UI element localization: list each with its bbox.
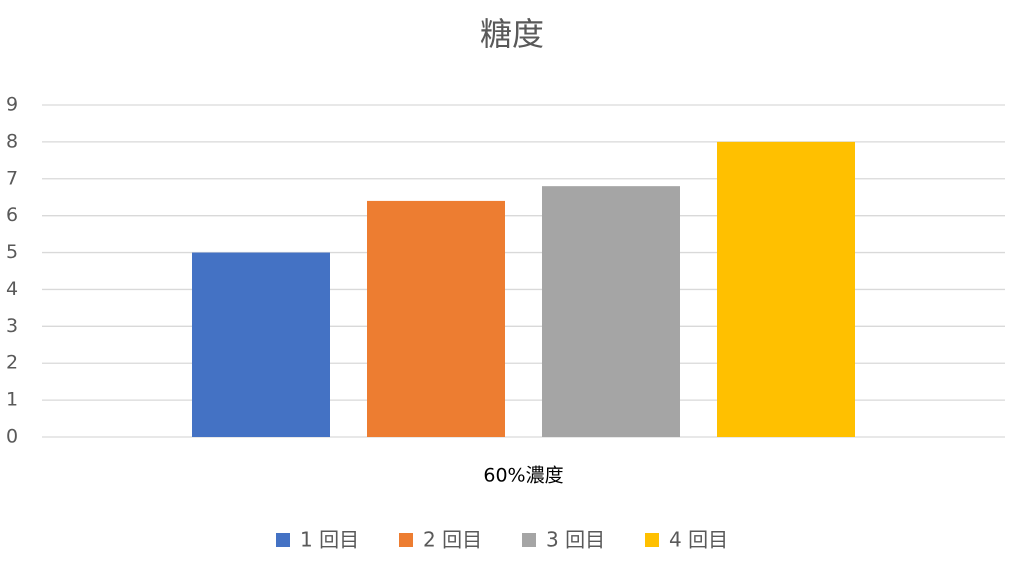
bar bbox=[367, 200, 505, 437]
y-tick-label: 7 bbox=[6, 167, 18, 189]
bar bbox=[542, 186, 680, 437]
x-tick-label: 60%濃度 bbox=[483, 465, 563, 487]
legend-swatch bbox=[399, 533, 413, 547]
legend-label: 4 回目 bbox=[669, 528, 728, 552]
legend-swatch bbox=[645, 533, 659, 547]
y-tick-label: 5 bbox=[6, 241, 18, 263]
y-tick-label: 6 bbox=[6, 204, 18, 226]
legend-label: 1 回目 bbox=[300, 528, 359, 552]
bar bbox=[192, 252, 330, 437]
legend-label: 3 回目 bbox=[546, 528, 605, 552]
y-tick-label: 4 bbox=[6, 278, 18, 300]
y-tick-label: 1 bbox=[6, 389, 18, 411]
legend-label: 2 回目 bbox=[423, 528, 482, 552]
bar bbox=[717, 141, 855, 437]
y-tick-label: 3 bbox=[6, 315, 18, 337]
legend-swatch bbox=[276, 533, 290, 547]
y-tick-label: 8 bbox=[6, 130, 18, 152]
y-tick-label: 0 bbox=[6, 426, 18, 448]
chart-title: 糖度 bbox=[480, 15, 544, 53]
y-tick-label: 9 bbox=[6, 94, 18, 116]
y-tick-label: 2 bbox=[6, 352, 18, 374]
legend-swatch bbox=[522, 533, 536, 547]
